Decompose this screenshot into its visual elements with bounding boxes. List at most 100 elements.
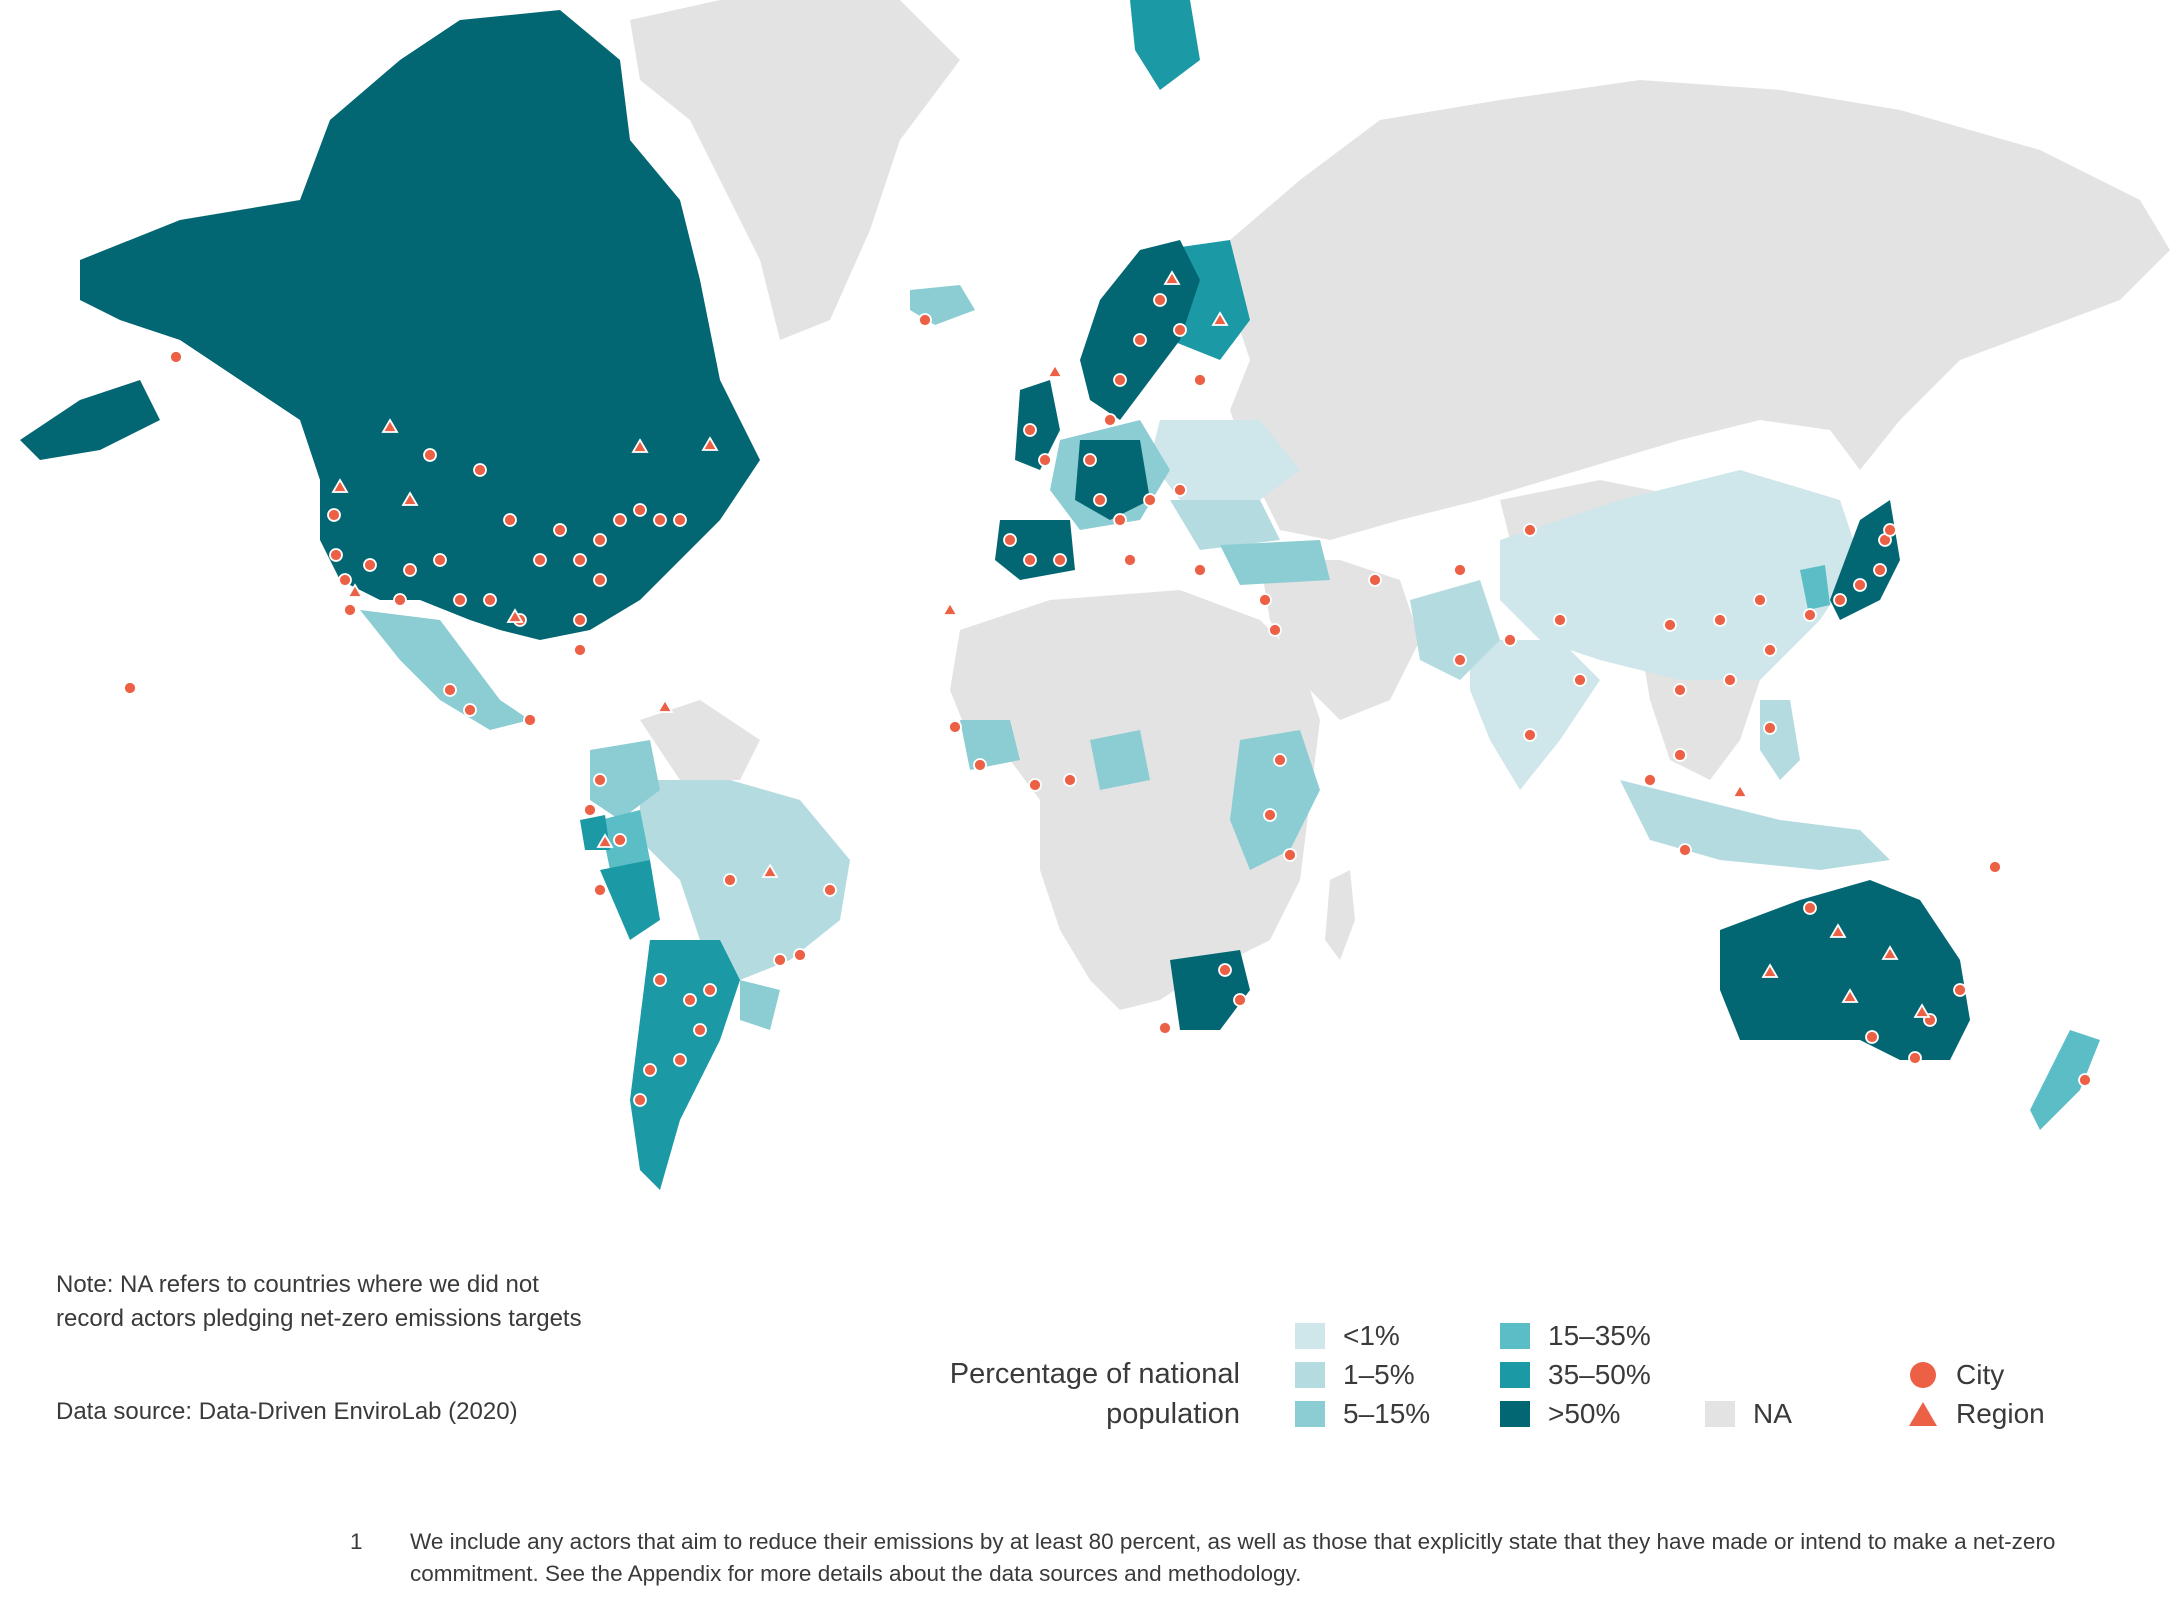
scandinavia xyxy=(1080,240,1200,420)
city-marker xyxy=(1803,608,1817,622)
city-marker xyxy=(2078,1073,2092,1087)
city-marker xyxy=(363,558,377,572)
city-marker xyxy=(1028,778,1042,792)
city-marker xyxy=(703,983,717,997)
city-marker xyxy=(1453,653,1467,667)
turkey-area xyxy=(1220,540,1330,585)
city-marker xyxy=(327,508,341,522)
city-marker xyxy=(1113,513,1127,527)
city-marker xyxy=(593,883,607,897)
city-marker xyxy=(1023,423,1037,437)
legend-swatch-5-15 xyxy=(1295,1400,1325,1427)
region-marker xyxy=(1046,363,1064,378)
city-marker xyxy=(1573,673,1587,687)
city-marker xyxy=(653,513,667,527)
region-marker xyxy=(1163,270,1181,285)
city-marker xyxy=(1193,373,1207,387)
colombia xyxy=(590,740,660,820)
city-marker xyxy=(673,1053,687,1067)
legend-item-1-5: 1–5% xyxy=(1295,1355,1430,1394)
legend-label-5-15: 5–15% xyxy=(1343,1397,1431,1429)
city-marker xyxy=(343,603,357,617)
city-marker xyxy=(693,1023,707,1037)
ukraine xyxy=(1170,500,1280,550)
svalbard xyxy=(1130,0,1200,90)
region-marker xyxy=(631,438,649,453)
city-marker xyxy=(653,973,667,987)
region-marker xyxy=(346,583,364,598)
city-marker xyxy=(593,773,607,787)
layer-lt1 xyxy=(1150,420,1860,790)
city-marker xyxy=(593,533,607,547)
north-africa-west xyxy=(640,700,760,780)
legend-item-gt50: >50% xyxy=(1500,1394,1651,1433)
legend-label-lt1: <1% xyxy=(1343,1319,1400,1351)
city-marker xyxy=(973,758,987,772)
city-marker xyxy=(1753,593,1767,607)
legend-column-2: 15–35% 35–50% >50% xyxy=(1500,1316,1651,1433)
city-marker xyxy=(1713,613,1727,627)
city-marker xyxy=(573,613,587,627)
legend-title-line-1: Percentage of national xyxy=(949,1358,1240,1390)
region-marker xyxy=(656,698,674,713)
legend-item-lt1: <1% xyxy=(1295,1316,1430,1355)
city-marker xyxy=(473,463,487,477)
city-marker xyxy=(918,313,932,327)
city-marker xyxy=(393,593,407,607)
city-marker xyxy=(673,513,687,527)
city-marker xyxy=(1643,773,1657,787)
city-marker xyxy=(423,448,437,462)
brazil xyxy=(640,780,850,980)
city-marker xyxy=(403,563,417,577)
city-marker xyxy=(793,948,807,962)
note-line-1: Note: NA refers to countries where we di… xyxy=(56,1271,539,1298)
city-marker xyxy=(123,681,137,695)
legend-swatch-lt1 xyxy=(1295,1322,1325,1349)
note-line-2: record actors pledging net-zero emission… xyxy=(56,1305,582,1332)
region-marker-icon xyxy=(1908,1399,1938,1429)
city-marker xyxy=(553,523,567,537)
city-markers xyxy=(123,293,2092,1107)
city-marker xyxy=(593,573,607,587)
indonesia xyxy=(1620,780,1890,870)
city-marker xyxy=(1723,673,1737,687)
city-marker xyxy=(1173,483,1187,497)
city-marker xyxy=(1873,563,1887,577)
legend-label-city: City xyxy=(1956,1358,2005,1390)
city-marker xyxy=(329,548,343,562)
city-marker xyxy=(483,593,497,607)
region-marker xyxy=(941,601,959,616)
map-svg xyxy=(20,0,2170,1190)
west-africa xyxy=(960,720,1150,790)
madagascar xyxy=(1325,870,1355,960)
city-marker xyxy=(1003,533,1017,547)
city-marker xyxy=(1113,373,1127,387)
legend-label-region: Region xyxy=(1956,1397,2045,1429)
legend-label-15-35: 15–35% xyxy=(1548,1319,1651,1351)
legend-title: Percentage of national population xyxy=(900,1354,1240,1434)
korea xyxy=(1800,565,1830,610)
region-marker xyxy=(596,833,614,848)
city-marker xyxy=(1273,753,1287,767)
city-marker xyxy=(1663,618,1677,632)
city-marker xyxy=(169,350,183,364)
city-marker xyxy=(1193,563,1207,577)
alaska xyxy=(20,380,160,460)
city-marker xyxy=(1553,613,1567,627)
city-marker-icon xyxy=(1908,1360,1938,1390)
city-marker xyxy=(1883,523,1897,537)
philippines xyxy=(1760,700,1800,780)
city-marker xyxy=(433,553,447,567)
city-marker xyxy=(633,1093,647,1107)
legend-label-gt50: >50% xyxy=(1548,1397,1621,1429)
canada-usa xyxy=(80,10,760,640)
city-marker xyxy=(573,553,587,567)
city-marker xyxy=(1763,721,1777,735)
city-marker xyxy=(613,833,627,847)
footnote-text: We include any actors that aim to reduce… xyxy=(410,1529,2056,1586)
data-source: Data source: Data-Driven EnviroLab (2020… xyxy=(56,1398,518,1425)
map-note: Note: NA refers to countries where we di… xyxy=(56,1268,676,1336)
region-marker xyxy=(1829,923,1847,938)
east-africa xyxy=(1230,730,1320,870)
city-marker xyxy=(948,720,962,734)
